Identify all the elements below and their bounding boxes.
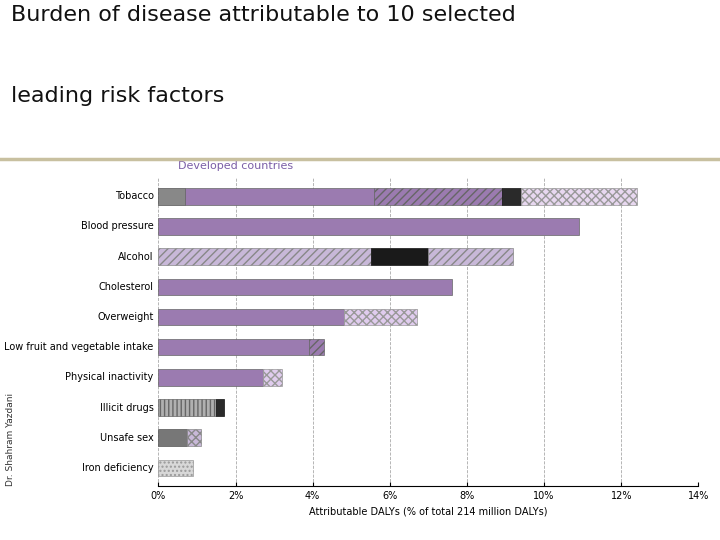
- Text: Dr. Shahram Yazdani: Dr. Shahram Yazdani: [6, 393, 15, 486]
- Bar: [158, 218, 579, 235]
- Bar: [187, 429, 201, 446]
- Bar: [502, 188, 521, 205]
- Text: Developed countries: Developed countries: [178, 161, 293, 171]
- Bar: [186, 188, 374, 205]
- Bar: [158, 339, 309, 355]
- Bar: [521, 188, 636, 205]
- Bar: [343, 309, 417, 325]
- Bar: [309, 339, 324, 355]
- Bar: [158, 279, 451, 295]
- X-axis label: Attributable DALYs (% of total 214 million DALYs): Attributable DALYs (% of total 214 milli…: [309, 507, 548, 516]
- Bar: [158, 460, 193, 476]
- Bar: [158, 369, 263, 386]
- Bar: [158, 399, 216, 416]
- Bar: [158, 248, 371, 265]
- Bar: [263, 369, 282, 386]
- Bar: [216, 399, 224, 416]
- Bar: [158, 429, 187, 446]
- Bar: [428, 248, 513, 265]
- Bar: [158, 309, 343, 325]
- Bar: [374, 188, 502, 205]
- Text: leading risk factors: leading risk factors: [11, 86, 224, 106]
- Bar: [158, 188, 186, 205]
- Bar: [371, 248, 428, 265]
- Text: Burden of disease attributable to 10 selected: Burden of disease attributable to 10 sel…: [11, 5, 516, 25]
